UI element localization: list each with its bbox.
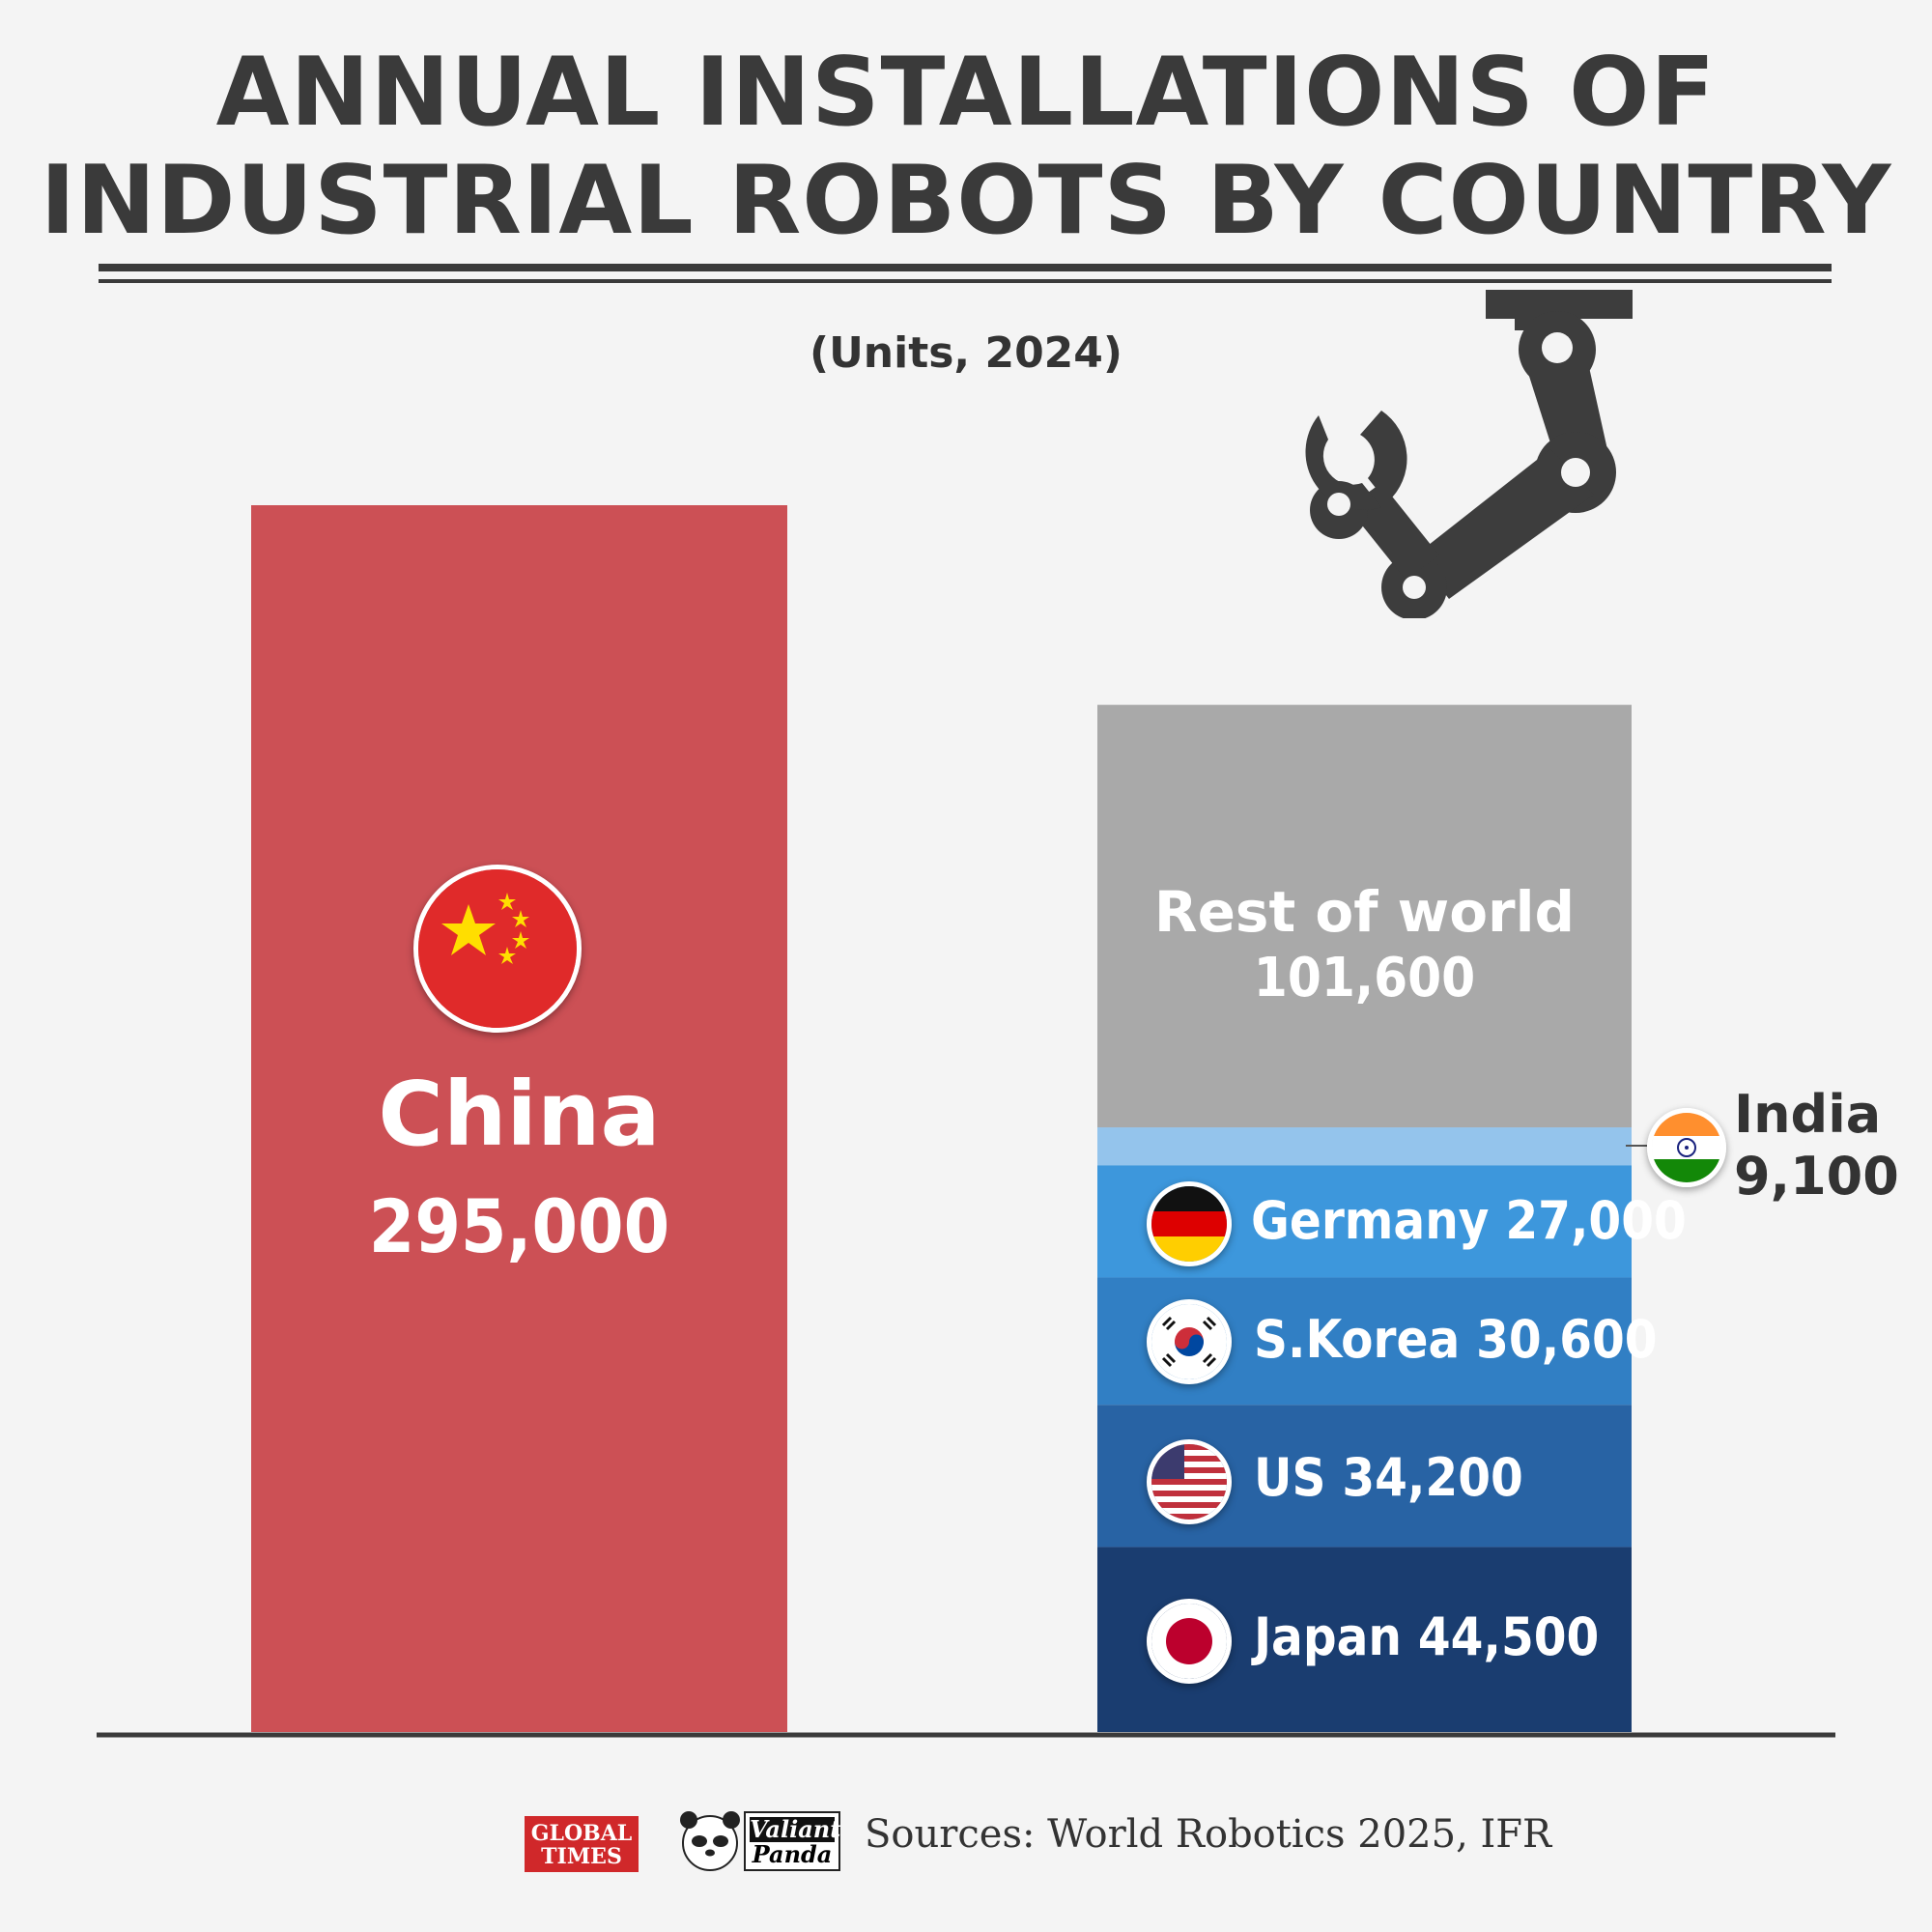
germany-flag-icon <box>1147 1181 1232 1266</box>
sources-note: Sources: World Robotics 2025, IFR <box>865 1812 1552 1857</box>
valiant-panda-logo-line2: Panda <box>752 1840 833 1868</box>
chart-title: ANNUAL INSTALLATIONS OF INDUSTRIAL ROBOT… <box>0 39 1932 255</box>
global-times-logo-line2: TIMES <box>541 1844 622 1869</box>
valiant-panda-logo-line1: Valiant <box>750 1815 841 1843</box>
global-times-logo-line1: GLOBAL <box>530 1821 633 1846</box>
valiant-panda-logo: Valiant Panda <box>744 1811 840 1871</box>
india-value: 9,100 <box>1734 1146 1899 1207</box>
india-flag-icon <box>1647 1108 1726 1187</box>
us-flag-icon <box>1147 1439 1232 1524</box>
china-value: 295,000 <box>368 1183 670 1269</box>
japan-label: Japan 44,500 <box>1254 1606 1600 1667</box>
bar-segment-china <box>251 505 787 1732</box>
title-line-2: INDUSTRIAL ROBOTS BY COUNTRY <box>40 146 1892 256</box>
germany-label: Germany 27,000 <box>1251 1190 1687 1251</box>
title-underline-thin <box>99 279 1832 283</box>
chart-subtitle: (Units, 2024) <box>809 328 1123 378</box>
india-name: India <box>1734 1084 1882 1145</box>
south-korea-flag-icon <box>1147 1299 1232 1384</box>
rest-of-world-label: Rest of world <box>1153 879 1576 945</box>
rest-of-world-value: 101,600 <box>1253 947 1476 1009</box>
japan-flag-icon <box>1147 1599 1232 1684</box>
south-korea-label: S.Korea 30,600 <box>1254 1309 1658 1370</box>
title-line-1: ANNUAL INSTALLATIONS OF <box>215 38 1717 148</box>
robot-arm-icon <box>1305 290 1633 618</box>
china-flag-icon <box>413 865 582 1033</box>
us-label: US 34,200 <box>1254 1447 1523 1508</box>
panda-icon <box>680 1811 740 1871</box>
bar-segment-rest-of-world <box>1097 704 1632 1128</box>
title-underline-thick <box>99 264 1832 271</box>
china-label: China <box>378 1063 661 1166</box>
global-times-logo: GLOBAL TIMES <box>525 1816 639 1872</box>
india-label: India 9,100 <box>1734 1084 1899 1208</box>
bar-segment-india <box>1097 1127 1632 1166</box>
footer: GLOBAL TIMES Valiant Panda Sources: Worl… <box>0 1806 1932 1874</box>
